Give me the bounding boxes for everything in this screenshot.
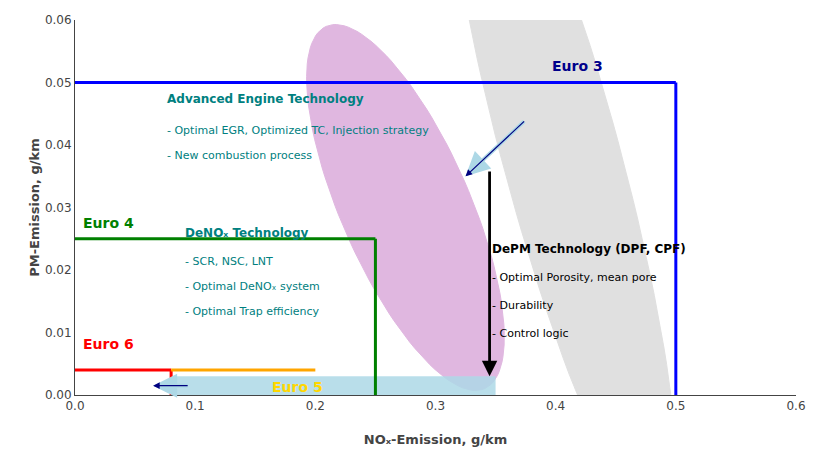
svg-text:0.5: 0.5: [666, 399, 685, 413]
svg-text:0.6: 0.6: [786, 399, 805, 413]
svg-text:Euro 3: Euro 3: [552, 58, 603, 74]
svg-text:NOₓ-Emission, g/km: NOₓ-Emission, g/km: [364, 432, 507, 447]
svg-text:Advanced Engine Technology: Advanced Engine Technology: [167, 92, 364, 106]
svg-text:PM-Emission, g/km: PM-Emission, g/km: [27, 138, 42, 277]
svg-text:0.3: 0.3: [426, 399, 445, 413]
svg-text:- Optimal DeNOₓ system: - Optimal DeNOₓ system: [185, 280, 320, 293]
svg-text:- New combustion process: - New combustion process: [167, 149, 312, 162]
svg-text:0.0: 0.0: [65, 399, 84, 413]
svg-text:- Optimal Porosity, mean pore: - Optimal Porosity, mean pore: [492, 271, 657, 284]
svg-text:0.02: 0.02: [45, 263, 72, 277]
svg-text:- Optimal Trap efficiency: - Optimal Trap efficiency: [185, 305, 320, 318]
svg-text:0.04: 0.04: [45, 138, 72, 152]
svg-text:0.2: 0.2: [306, 399, 325, 413]
svg-text:Euro 5: Euro 5: [272, 379, 323, 395]
svg-text:0.1: 0.1: [186, 399, 205, 413]
svg-text:0.03: 0.03: [45, 201, 72, 215]
svg-text:Euro 4: Euro 4: [83, 215, 134, 231]
svg-text:0.4: 0.4: [546, 399, 565, 413]
svg-text:0.05: 0.05: [45, 76, 72, 90]
svg-text:DePM Technology (DPF, CPF): DePM Technology (DPF, CPF): [492, 242, 686, 256]
svg-text:- Durability: - Durability: [492, 299, 554, 312]
svg-text:- SCR, NSC, LNT: - SCR, NSC, LNT: [185, 255, 273, 268]
svg-text:DeNOₓ Technology: DeNOₓ Technology: [185, 226, 309, 240]
svg-text:Euro 6: Euro 6: [83, 336, 134, 352]
svg-text:0.00: 0.00: [45, 388, 72, 402]
svg-text:- Optimal EGR, Optimized TC, I: - Optimal EGR, Optimized TC, Injection s…: [167, 124, 429, 137]
svg-text:0.06: 0.06: [45, 13, 72, 27]
svg-text:- Control logic: - Control logic: [492, 327, 569, 340]
svg-text:0.01: 0.01: [45, 326, 72, 340]
